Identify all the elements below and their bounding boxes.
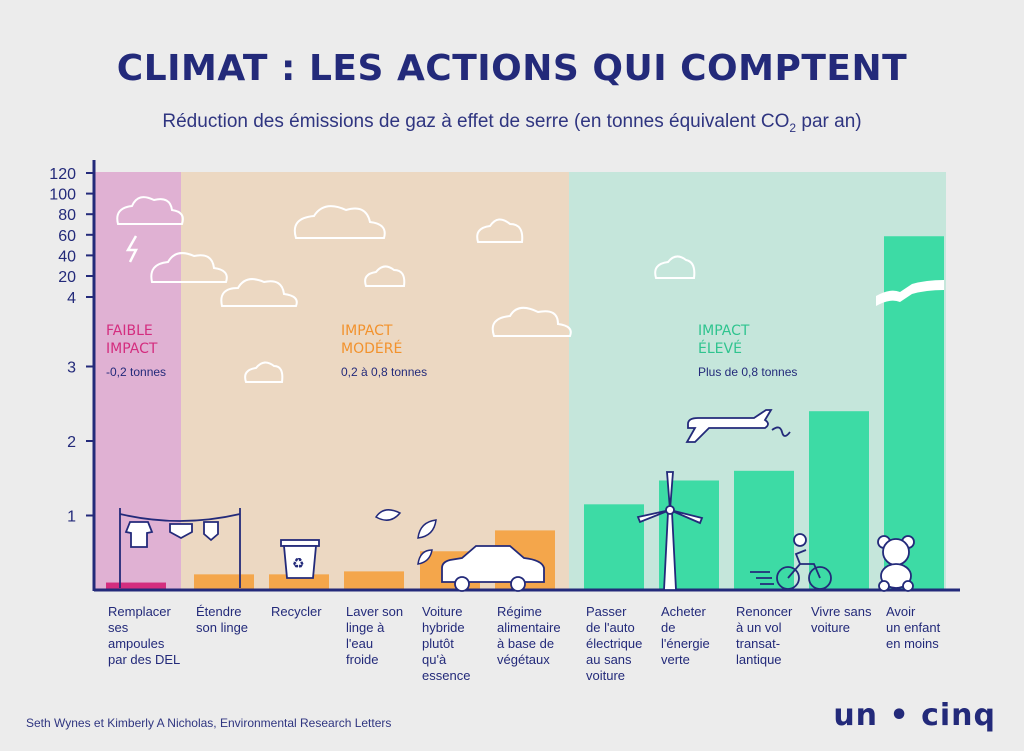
cloud-icon xyxy=(654,255,696,279)
y-tick-label: 3 xyxy=(67,360,76,377)
cloud-icon xyxy=(491,306,572,337)
lightning-icon xyxy=(125,235,139,263)
category-label: Recycler xyxy=(271,604,322,619)
chart-subtitle: Réduction des émissions de gaz à effet d… xyxy=(162,111,862,135)
zone-low-label: IMPACT xyxy=(106,341,158,357)
cloud-icon xyxy=(476,218,524,243)
bar-4 xyxy=(344,571,404,590)
y-tick-label: 2 xyxy=(67,434,76,451)
cloud-icon xyxy=(116,196,184,225)
category-label: Régime alimentaire à base de végétaux xyxy=(497,604,561,667)
leaf-icon xyxy=(374,509,437,565)
svg-text:♻: ♻ xyxy=(292,555,305,571)
zone-moderate-range: 0,2 à 0,8 tonnes xyxy=(341,365,427,379)
category-label: Étendre son linge xyxy=(196,604,249,635)
zone-moderate-label: IMPACT xyxy=(341,323,393,339)
bar-9 xyxy=(734,470,794,590)
car-icon xyxy=(441,545,545,592)
recycle-bin-icon: ♻ xyxy=(280,539,320,579)
y-tick-label: 4 xyxy=(67,290,76,307)
category-label: Passer de l'auto électrique au sans voiture xyxy=(586,604,643,683)
bar-3 xyxy=(269,574,329,590)
source-credit: Seth Wynes et Kimberly A Nicholas, Envir… xyxy=(26,716,392,730)
zone-high-range: Plus de 0,8 tonnes xyxy=(698,365,797,379)
cloud-icon xyxy=(220,278,298,307)
category-label: Renoncer à un vol transat-lantique xyxy=(736,604,793,667)
bar-1 xyxy=(106,582,166,590)
zone-low-range: -0,2 tonnes xyxy=(106,365,166,379)
category-label: Vivre sans voiture xyxy=(811,604,872,635)
zone-high-label: ÉLEVÉ xyxy=(698,340,742,357)
y-tick-label: 60 xyxy=(58,228,76,245)
teddy-bear-icon xyxy=(877,535,915,592)
zone-low-label: FAIBLE xyxy=(106,323,153,339)
brand-logo: un • cinq xyxy=(833,698,996,733)
category-label: Avoir un enfant en moins xyxy=(886,604,941,651)
cloud-icon xyxy=(293,205,386,239)
bar-2 xyxy=(194,574,254,590)
category-label: Acheter de l'énergie verte xyxy=(661,604,710,667)
y-tick-label: 1 xyxy=(67,509,76,526)
cloud-icon xyxy=(244,361,284,383)
bar-10 xyxy=(809,411,869,590)
zone-high-label: IMPACT xyxy=(698,323,750,339)
axis-break-mark xyxy=(876,280,944,306)
y-ticks-group: 1 2 3 4 20 40 60 80 100 120 xyxy=(49,166,94,526)
cloud-icon xyxy=(150,252,228,283)
category-label: Laver son linge à l'eau froide xyxy=(346,604,404,667)
y-tick-label: 100 xyxy=(49,187,76,204)
bicycle-icon xyxy=(750,533,832,590)
cloud-icon xyxy=(364,265,406,287)
clothesline-icon xyxy=(119,508,241,588)
category-label: Voiture hybride plutôt qu'à essence xyxy=(422,604,471,683)
airplane-icon xyxy=(685,409,791,443)
y-tick-label: 80 xyxy=(58,207,76,224)
y-tick-label: 20 xyxy=(58,269,76,286)
category-label: Remplacer ses ampoules par des DEL xyxy=(108,604,181,667)
wind-turbine-icon xyxy=(636,471,704,591)
y-tick-label: 120 xyxy=(49,166,76,183)
clouds-decoration xyxy=(116,196,696,383)
zone-moderate-label: MODÉRÉ xyxy=(341,340,402,357)
bar-7 xyxy=(584,504,644,590)
chart-title: CLIMAT : LES ACTIONS QUI COMPTENT xyxy=(116,48,908,89)
y-tick-label: 40 xyxy=(58,248,76,265)
